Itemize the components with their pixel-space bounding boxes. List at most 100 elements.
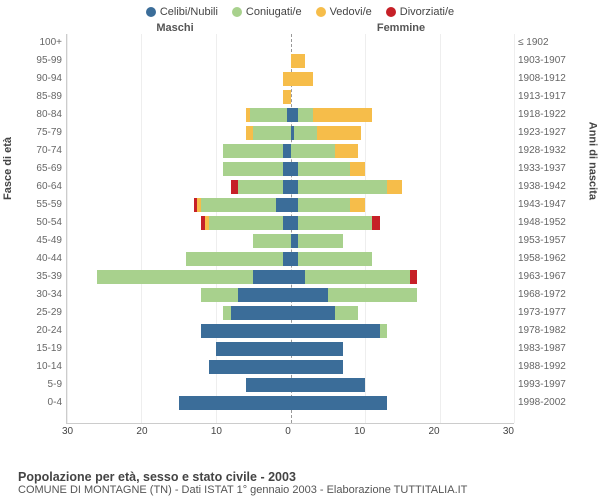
bar-segment — [291, 378, 365, 392]
age-label: 25-29 — [20, 304, 62, 322]
pyramid-row — [67, 358, 514, 376]
legend-item: Divorziati/e — [386, 6, 454, 18]
age-label: 50-54 — [20, 214, 62, 232]
pyramid-row — [67, 178, 514, 196]
birth-year-label: 1908-1912 — [518, 70, 580, 88]
age-label: 85-89 — [20, 88, 62, 106]
bar-segment — [298, 234, 343, 248]
age-label: 95-99 — [20, 52, 62, 70]
pyramid-row — [67, 232, 514, 250]
pyramid-row — [67, 394, 514, 412]
birth-year-label: 1923-1927 — [518, 124, 580, 142]
legend-item: Coniugati/e — [232, 6, 302, 18]
y-axis-right-title: Anni di nascita — [586, 122, 598, 200]
legend-label: Divorziati/e — [400, 6, 454, 18]
birth-year-label: ≤ 1902 — [518, 34, 580, 52]
pyramid-row — [67, 70, 514, 88]
bar-segment — [209, 360, 291, 374]
bar-segment — [298, 216, 372, 230]
pyramid-row — [67, 196, 514, 214]
age-label: 10-14 — [20, 358, 62, 376]
bar-segment — [313, 108, 373, 122]
bar-segment — [97, 270, 253, 284]
bar-segment — [291, 108, 298, 122]
bar-segment — [372, 216, 379, 230]
pyramid-row — [67, 268, 514, 286]
bar-segment — [201, 288, 238, 302]
bar-segment — [291, 162, 298, 176]
x-tick: 10 — [211, 426, 222, 437]
x-tick: 30 — [503, 426, 514, 437]
bar-segment — [350, 162, 365, 176]
bar-segment — [291, 252, 298, 266]
birth-year-label: 1958-1962 — [518, 250, 580, 268]
pyramid-row — [67, 376, 514, 394]
bar-segment — [291, 396, 388, 410]
age-label: 75-79 — [20, 124, 62, 142]
x-tick: 20 — [136, 426, 147, 437]
bar-segment — [283, 216, 290, 230]
age-label: 35-39 — [20, 268, 62, 286]
plot-area — [66, 34, 514, 424]
bar-segment — [283, 90, 290, 104]
birth-year-label: 1918-1922 — [518, 106, 580, 124]
legend-swatch — [316, 7, 326, 17]
birth-year-label: 1928-1932 — [518, 142, 580, 160]
pyramid-chart: 100+95-9990-9485-8980-8475-7970-7465-696… — [20, 34, 580, 424]
bar-segment — [246, 378, 291, 392]
legend-swatch — [146, 7, 156, 17]
bar-segment — [291, 360, 343, 374]
x-axis: 3020100102030 — [62, 426, 514, 437]
x-tick: 30 — [62, 426, 73, 437]
bar-segment — [216, 342, 290, 356]
chart-subtitle: COMUNE DI MONTAGNE (TN) - Dati ISTAT 1° … — [18, 484, 467, 496]
legend-item: Vedovi/e — [316, 6, 372, 18]
x-tick: 20 — [428, 426, 439, 437]
pyramid-row — [67, 124, 514, 142]
age-label: 60-64 — [20, 178, 62, 196]
pyramid-row — [67, 214, 514, 232]
bar-segment — [276, 198, 291, 212]
legend-swatch — [232, 7, 242, 17]
bar-segment — [201, 324, 290, 338]
age-label: 45-49 — [20, 232, 62, 250]
birth-year-label: 1913-1917 — [518, 88, 580, 106]
birth-year-label: 1933-1937 — [518, 160, 580, 178]
birth-year-label: 1978-1982 — [518, 322, 580, 340]
bar-segment — [246, 126, 253, 140]
age-label: 100+ — [20, 34, 62, 52]
bar-segment — [231, 180, 238, 194]
y-axis-age: 100+95-9990-9485-8980-8475-7970-7465-696… — [20, 34, 66, 424]
bar-segment — [350, 198, 365, 212]
legend-label: Coniugati/e — [246, 6, 302, 18]
bar-segment — [283, 252, 290, 266]
bar-segment — [298, 180, 387, 194]
bar-segment — [328, 288, 417, 302]
legend-swatch — [386, 7, 396, 17]
birth-year-label: 1948-1952 — [518, 214, 580, 232]
pyramid-row — [67, 106, 514, 124]
age-label: 65-69 — [20, 160, 62, 178]
bar-segment — [291, 234, 298, 248]
birth-year-label: 1983-1987 — [518, 340, 580, 358]
bar-segment — [298, 108, 313, 122]
bar-segment — [294, 126, 316, 140]
birth-year-label: 1938-1942 — [518, 178, 580, 196]
age-label: 15-19 — [20, 340, 62, 358]
bar-segment — [298, 162, 350, 176]
bar-segment — [209, 216, 283, 230]
age-label: 20-24 — [20, 322, 62, 340]
gender-labels: Maschi Femmine — [0, 22, 600, 34]
bar-segment — [253, 270, 290, 284]
legend-label: Vedovi/e — [330, 6, 372, 18]
birth-year-label: 1963-1967 — [518, 268, 580, 286]
legend-item: Celibi/Nubili — [146, 6, 218, 18]
birth-year-label: 1998-2002 — [518, 394, 580, 412]
pyramid-row — [67, 304, 514, 322]
pyramid-row — [67, 286, 514, 304]
pyramid-row — [67, 322, 514, 340]
bar-segment — [291, 306, 336, 320]
bar-segment — [291, 270, 306, 284]
age-label: 90-94 — [20, 70, 62, 88]
birth-year-label: 1943-1947 — [518, 196, 580, 214]
